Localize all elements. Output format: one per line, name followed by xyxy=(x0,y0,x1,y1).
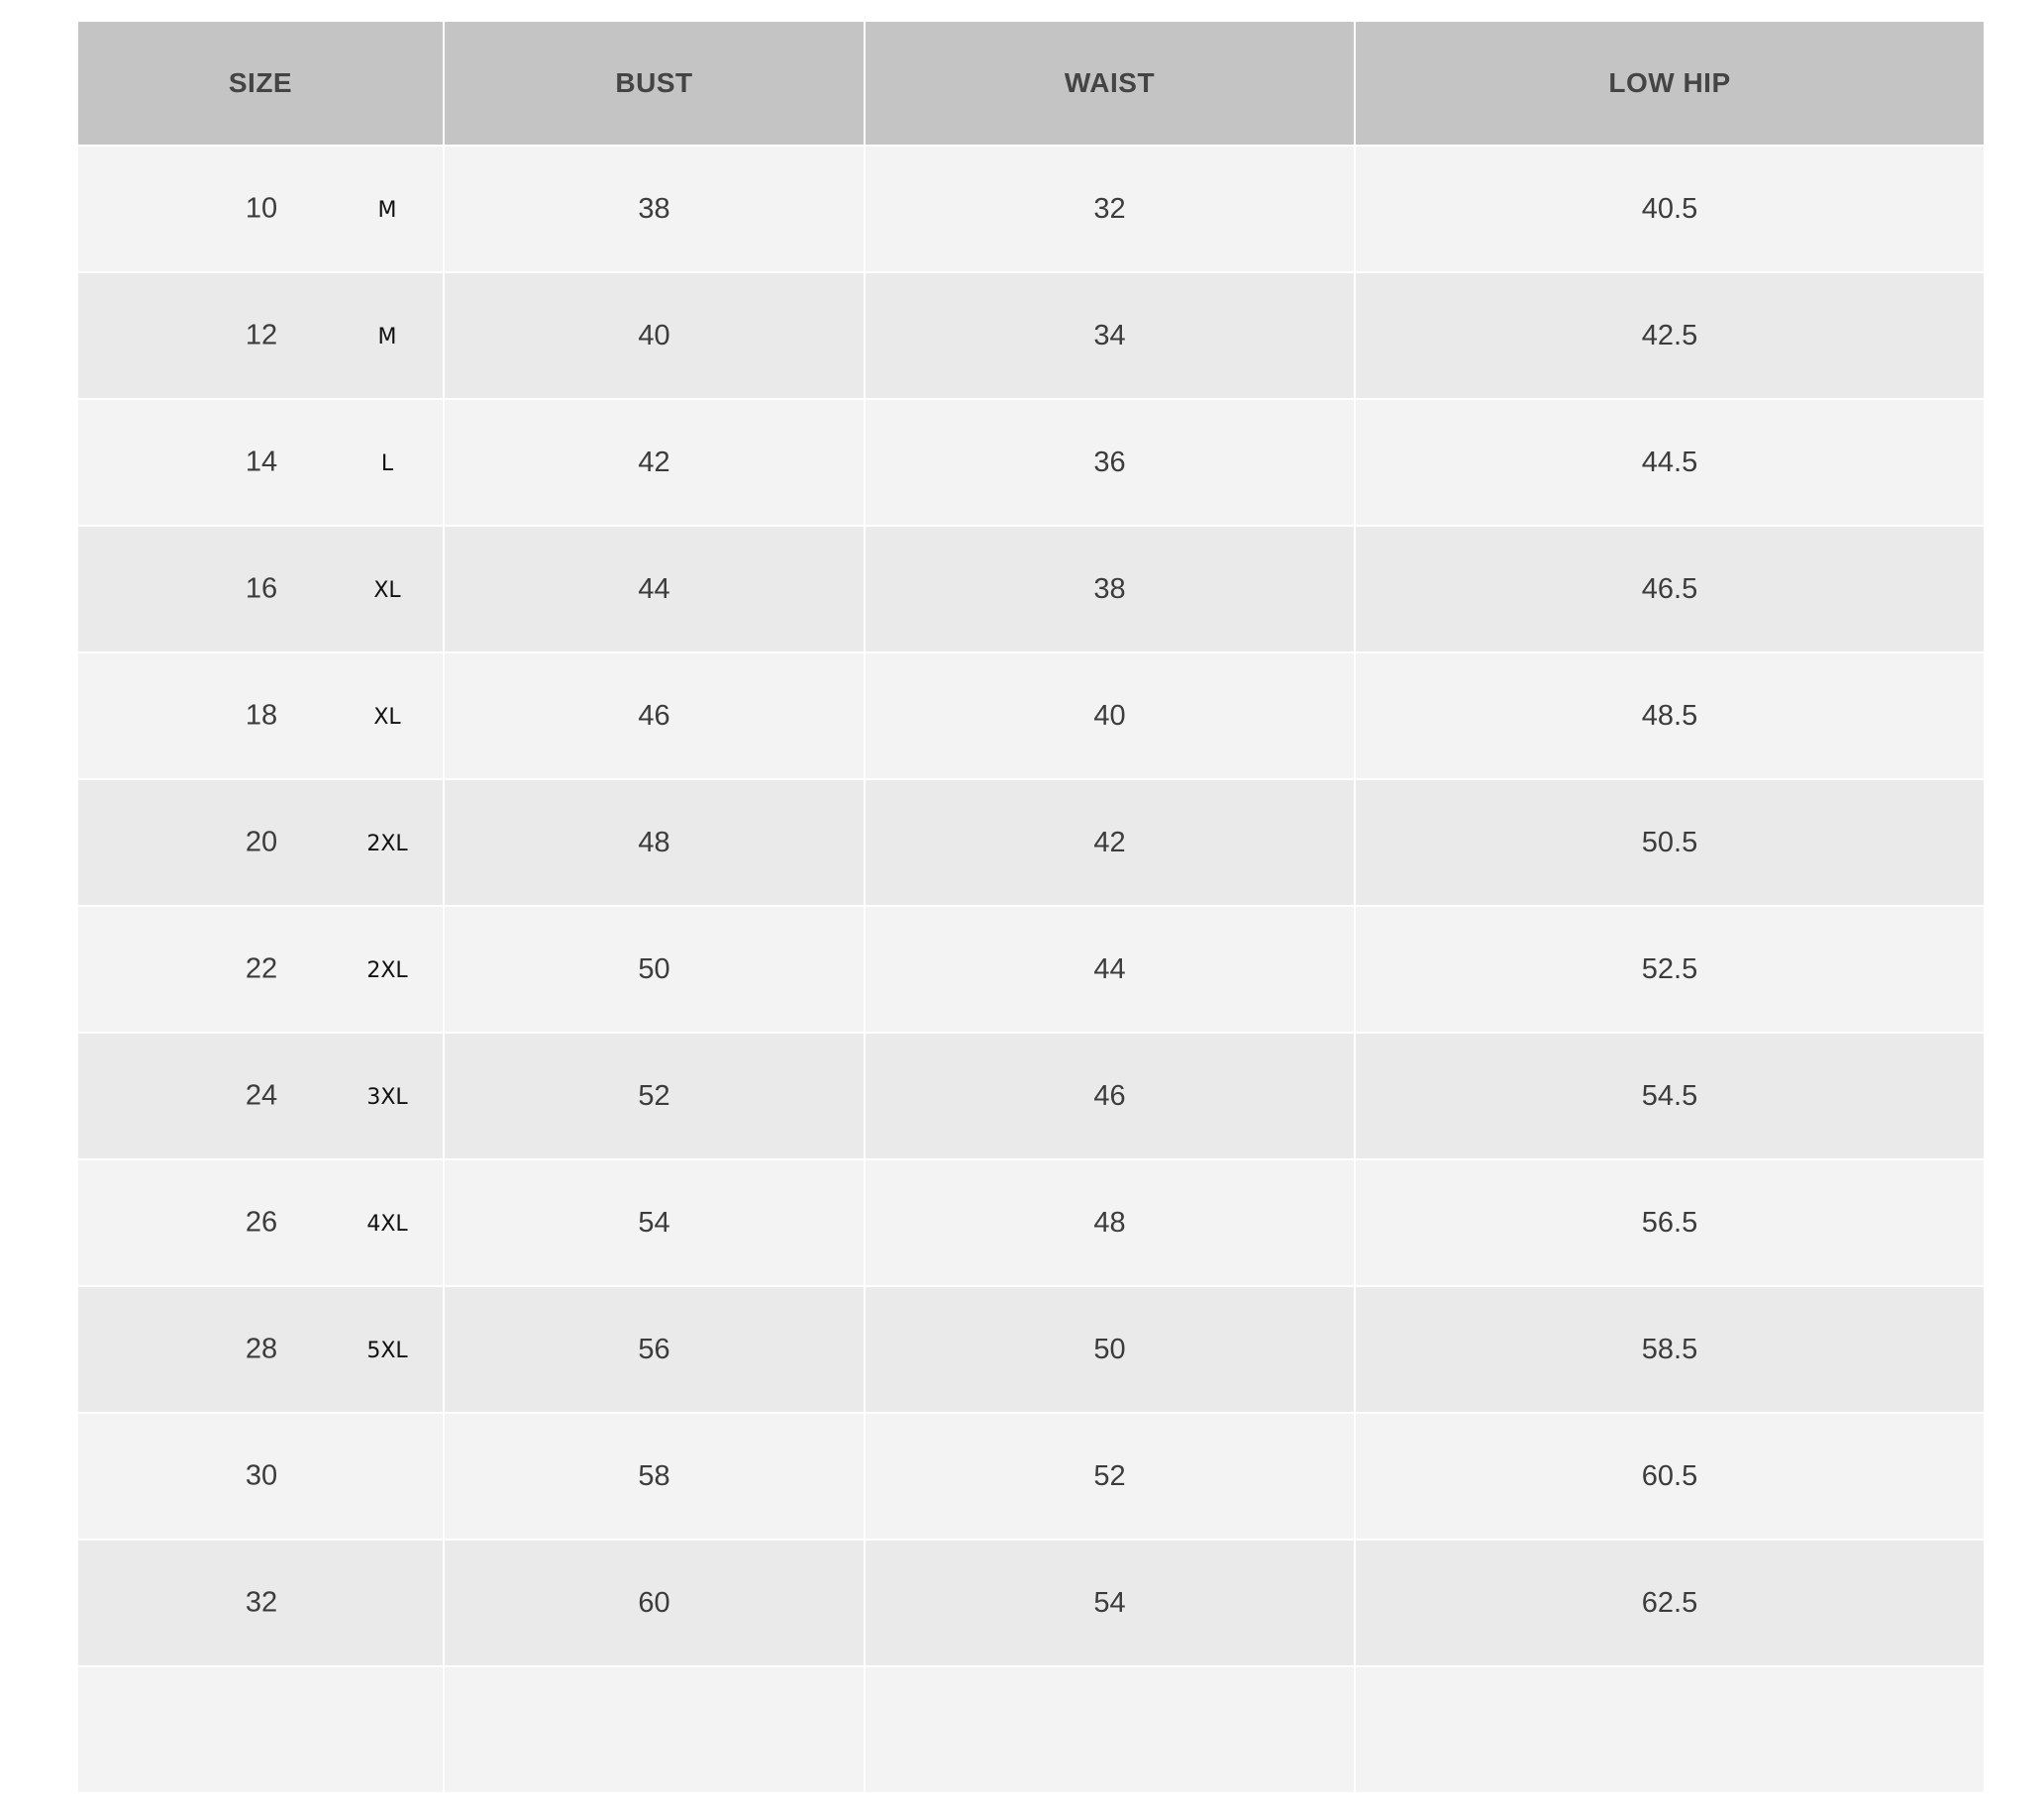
low-hip-cell: 46.5 xyxy=(1354,525,1986,653)
table-row: 12 M 40 34 42.5 xyxy=(76,271,1986,400)
low-hip-cell: 62.5 xyxy=(1354,1539,1986,1667)
low-hip-cell: 44.5 xyxy=(1354,398,1986,527)
waist-cell: 32 xyxy=(864,145,1356,273)
size-letter: 3XL xyxy=(366,1084,408,1110)
low-hip-cell: 40.5 xyxy=(1354,145,1986,273)
table-row-partial xyxy=(76,1665,1986,1794)
size-chart-table: SIZE BUST WAIST LOW HIP 10 M 38 32 40.5 … xyxy=(76,20,1986,1794)
size-cell: 26 4XL xyxy=(76,1158,445,1287)
header-size: SIZE xyxy=(76,20,445,147)
low-hip-cell: 52.5 xyxy=(1354,905,1986,1034)
bust-cell: 58 xyxy=(443,1412,866,1541)
waist-cell: 46 xyxy=(864,1032,1356,1160)
size-number: 12 xyxy=(245,319,278,351)
size-letter: XL xyxy=(373,704,401,730)
size-number: 32 xyxy=(245,1586,278,1619)
size-letter: 5XL xyxy=(366,1338,408,1363)
bust-cell: 46 xyxy=(443,651,866,780)
table-row: 22 2XL 50 44 52.5 xyxy=(76,905,1986,1034)
size-number: 28 xyxy=(245,1333,278,1365)
header-row: SIZE BUST WAIST LOW HIP xyxy=(76,20,1986,147)
table-row: 32 60 54 62.5 xyxy=(76,1539,1986,1667)
waist-cell: 36 xyxy=(864,398,1356,527)
size-number: 24 xyxy=(245,1079,278,1112)
low-hip-cell: 56.5 xyxy=(1354,1158,1986,1287)
low-hip-cell: 58.5 xyxy=(1354,1285,1986,1414)
waist-cell: 50 xyxy=(864,1285,1356,1414)
table-row: 24 3XL 52 46 54.5 xyxy=(76,1032,1986,1160)
waist-cell: 54 xyxy=(864,1539,1356,1667)
size-cell: 10 M xyxy=(76,145,445,273)
bust-cell: 44 xyxy=(443,525,866,653)
size-number: 26 xyxy=(245,1206,278,1239)
size-cell: 14 L xyxy=(76,398,445,527)
header-low-hip: LOW HIP xyxy=(1354,20,1986,147)
size-letter: M xyxy=(377,197,397,223)
size-number: 10 xyxy=(245,192,278,225)
size-letter: M xyxy=(377,324,397,349)
size-number: 30 xyxy=(245,1459,278,1492)
size-cell: 18 XL xyxy=(76,651,445,780)
bust-cell: 54 xyxy=(443,1158,866,1287)
table-row: 10 M 38 32 40.5 xyxy=(76,145,1986,273)
bust-cell: 50 xyxy=(443,905,866,1034)
waist-cell: 34 xyxy=(864,271,1356,400)
header-bust: BUST xyxy=(443,20,866,147)
size-cell: 30 xyxy=(76,1412,445,1541)
size-letter: 2XL xyxy=(366,957,408,983)
size-number: 16 xyxy=(245,572,278,605)
size-cell: 20 2XL xyxy=(76,778,445,907)
size-cell: 32 xyxy=(76,1539,445,1667)
table-row: 20 2XL 48 42 50.5 xyxy=(76,778,1986,907)
table-row: 26 4XL 54 48 56.5 xyxy=(76,1158,1986,1287)
size-letter: 4XL xyxy=(366,1211,408,1237)
waist-cell: 38 xyxy=(864,525,1356,653)
waist-cell: 52 xyxy=(864,1412,1356,1541)
table-row: 28 5XL 56 50 58.5 xyxy=(76,1285,1986,1414)
waist-cell: 42 xyxy=(864,778,1356,907)
size-number: 14 xyxy=(245,446,278,478)
table-body: 10 M 38 32 40.5 12 M 40 34 42.5 14 L 42 … xyxy=(76,145,1986,1794)
bust-cell: 42 xyxy=(443,398,866,527)
bust-cell: 48 xyxy=(443,778,866,907)
size-number: 22 xyxy=(245,952,278,985)
waist-cell: 48 xyxy=(864,1158,1356,1287)
empty-cell xyxy=(864,1665,1356,1794)
empty-cell xyxy=(443,1665,866,1794)
size-number: 18 xyxy=(245,699,278,732)
size-cell: 12 M xyxy=(76,271,445,400)
bust-cell: 52 xyxy=(443,1032,866,1160)
low-hip-cell: 42.5 xyxy=(1354,271,1986,400)
empty-cell xyxy=(1354,1665,1986,1794)
bust-cell: 60 xyxy=(443,1539,866,1667)
size-letter: L xyxy=(380,450,394,476)
size-number: 20 xyxy=(245,826,278,858)
bust-cell: 56 xyxy=(443,1285,866,1414)
bust-cell: 40 xyxy=(443,271,866,400)
bust-cell: 38 xyxy=(443,145,866,273)
low-hip-cell: 60.5 xyxy=(1354,1412,1986,1541)
table-row: 18 XL 46 40 48.5 xyxy=(76,651,1986,780)
waist-cell: 40 xyxy=(864,651,1356,780)
size-cell: 22 2XL xyxy=(76,905,445,1034)
low-hip-cell: 48.5 xyxy=(1354,651,1986,780)
waist-cell: 44 xyxy=(864,905,1356,1034)
low-hip-cell: 50.5 xyxy=(1354,778,1986,907)
size-cell: 16 XL xyxy=(76,525,445,653)
size-letter: XL xyxy=(373,577,401,603)
table-row: 30 58 52 60.5 xyxy=(76,1412,1986,1541)
size-letter: 2XL xyxy=(366,831,408,856)
table-row: 14 L 42 36 44.5 xyxy=(76,398,1986,527)
size-cell: 28 5XL xyxy=(76,1285,445,1414)
table-row: 16 XL 44 38 46.5 xyxy=(76,525,1986,653)
header-waist: WAIST xyxy=(864,20,1356,147)
empty-cell xyxy=(76,1665,445,1794)
size-cell: 24 3XL xyxy=(76,1032,445,1160)
low-hip-cell: 54.5 xyxy=(1354,1032,1986,1160)
